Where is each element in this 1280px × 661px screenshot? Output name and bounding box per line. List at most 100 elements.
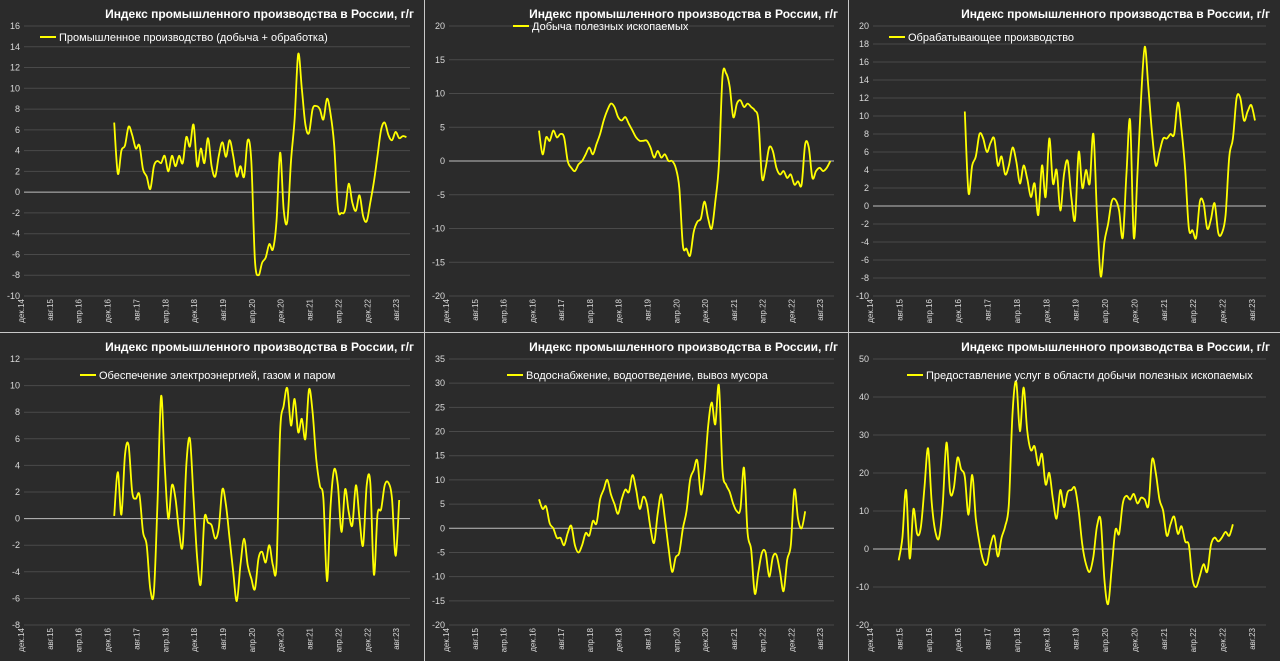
chart-svg-5: -20 -15 -10 -5 0 5 10 15 20 25 30 35 дек.14 авг.15 апр…: [432, 340, 838, 652]
x-tick-label: авг.15: [46, 298, 55, 320]
y-tick-label: -4: [861, 237, 869, 247]
chart-svg-3: -10 -8 -6 -4 -2 0 2 4 6 8 10 12 14 16 18 20 дек.14 авг.15…: [856, 7, 1270, 323]
y-tick-label: -10: [432, 224, 445, 234]
x-tick-label: авг.21: [306, 298, 315, 320]
y-tick-label: 0: [440, 156, 445, 166]
chart-title: Индекс промышленного производства в Росс…: [105, 340, 414, 354]
x-tick-label: апр.22: [1189, 298, 1198, 323]
y-tick-label: 14: [10, 42, 20, 52]
chart-title: Индекс промышленного производства в Росс…: [961, 7, 1270, 21]
x-tick-label: дек.14: [442, 627, 451, 651]
chart-panel-1: -10 -8 -6 -4 -2 0 2 4 6 8 10 12 14 16 дек.14 авг.15 апр.…: [0, 0, 424, 332]
y-tick-label: 30: [435, 378, 445, 388]
x-tick-label: авг.15: [46, 627, 55, 649]
y-tick-label: 10: [435, 475, 445, 485]
chart-svg-4: -8 -6 -4 -2 0 2 4 6 8 10 12 дек.14 авг.15 апр.16 дек.1…: [10, 340, 414, 652]
x-tick-label: авг.15: [895, 298, 904, 320]
x-tick-label: авг.17: [557, 627, 566, 649]
y-tick-label: 50: [859, 354, 869, 364]
x-tick-label: апр.16: [75, 627, 84, 652]
x-tick-label: апр.16: [500, 627, 509, 652]
chart-title: Индекс промышленного производства в Росс…: [529, 7, 838, 21]
y-tick-label: -20: [856, 620, 869, 630]
y-tick-label: 8: [15, 104, 20, 114]
x-tick-label: авг.23: [816, 627, 825, 649]
series-line: [113, 52, 407, 277]
x-tick-label: апр.18: [161, 298, 170, 323]
chart-panel-5: -20 -15 -10 -5 0 5 10 15 20 25 30 35 дек.14 авг.15 апр…: [425, 333, 848, 661]
chart-title: Индекс промышленного производства в Росс…: [529, 340, 838, 354]
y-tick-label: -10: [432, 572, 445, 582]
x-tick-label: апр.22: [759, 627, 768, 652]
y-tick-label: 12: [859, 93, 869, 103]
x-tick-label: авг.15: [471, 627, 480, 649]
y-tick-label: 14: [859, 75, 869, 85]
x-tick-label: авг.19: [1072, 298, 1081, 320]
x-tick-label: апр.16: [500, 298, 509, 323]
y-tick-label: -8: [861, 273, 869, 283]
y-tick-label: 0: [15, 187, 20, 197]
y-tick-label: 2: [864, 183, 869, 193]
x-tick-label: авг.23: [1248, 627, 1257, 649]
y-tick-label: -5: [437, 190, 445, 200]
x-tick-label: апр.22: [1189, 627, 1198, 652]
y-tick-label: -15: [432, 596, 445, 606]
x-tick-label: дек.18: [1042, 627, 1051, 651]
x-tick-label: дек.20: [701, 627, 710, 651]
y-tick-label: -4: [12, 567, 20, 577]
chart-svg-2: -20 -15 -10 -5 0 5 10 15 20 дек.14 авг.15 апр.16 дек…: [432, 7, 838, 323]
y-tick-label: 30: [859, 430, 869, 440]
x-tick-label: авг.15: [471, 298, 480, 320]
y-tick-label: -2: [12, 208, 20, 218]
y-tick-label: -20: [432, 291, 445, 301]
y-tick-label: -4: [12, 229, 20, 239]
legend-label: Обеспечение электроэнергией, газом и пар…: [99, 370, 335, 382]
x-tick-label: авг.19: [643, 298, 652, 320]
y-tick-label: 10: [859, 111, 869, 121]
x-tick-label: апр.20: [248, 627, 257, 652]
x-tick-label: дек.14: [17, 627, 26, 651]
x-tick-label: апр.16: [75, 298, 84, 323]
x-tick-label: апр.18: [586, 298, 595, 323]
x-tick-label: дек.18: [190, 627, 199, 651]
chart-svg-6: -20 -10 0 10 20 30 40 50 дек.14 авг.15 апр.16 дек.1…: [856, 340, 1270, 652]
y-tick-label: -5: [437, 547, 445, 557]
y-tick-label: -15: [432, 257, 445, 267]
chart-title: Индекс промышленного производства в Росс…: [961, 340, 1270, 354]
x-tick-label: апр.20: [1101, 627, 1110, 652]
y-tick-label: 16: [859, 57, 869, 67]
x-tick-label: авг.21: [1160, 627, 1169, 649]
y-tick-label: -20: [432, 620, 445, 630]
y-tick-label: -10: [856, 291, 869, 301]
y-tick-label: 10: [435, 89, 445, 99]
legend-label: Обрабатывающее производство: [908, 32, 1074, 44]
chart-panel-2: -20 -15 -10 -5 0 5 10 15 20 дек.14 авг.15 апр.16 дек…: [425, 0, 848, 332]
x-tick-label: дек.20: [1130, 627, 1139, 651]
y-tick-label: -2: [861, 219, 869, 229]
x-tick-label: дек.18: [615, 627, 624, 651]
chart-panel-4: -8 -6 -4 -2 0 2 4 6 8 10 12 дек.14 авг.15 апр.16 дек.1…: [0, 333, 424, 661]
x-tick-label: дек.18: [615, 298, 624, 322]
chart-title: Индекс промышленного производства в Росс…: [105, 7, 414, 21]
y-tick-label: -6: [12, 593, 20, 603]
x-tick-label: апр.18: [161, 627, 170, 652]
y-tick-label: 4: [15, 460, 20, 470]
x-tick-label: апр.20: [672, 298, 681, 323]
series-line: [538, 384, 807, 595]
x-tick-label: дек.18: [190, 298, 199, 322]
y-tick-label: 8: [15, 407, 20, 417]
y-tick-label: 12: [10, 63, 20, 73]
y-tick-label: 5: [440, 499, 445, 509]
x-tick-label: дек.16: [528, 298, 537, 322]
x-tick-label: дек.16: [528, 627, 537, 651]
x-tick-label: дек.14: [866, 298, 875, 322]
y-tick-label: 12: [10, 354, 20, 364]
x-tick-label: дек.20: [277, 298, 286, 322]
x-tick-label: авг.17: [984, 298, 993, 320]
y-tick-label: 40: [859, 392, 869, 402]
y-tick-label: 2: [15, 487, 20, 497]
x-tick-label: авг.21: [306, 627, 315, 649]
y-tick-label: 20: [859, 21, 869, 31]
series-line: [897, 380, 1234, 606]
